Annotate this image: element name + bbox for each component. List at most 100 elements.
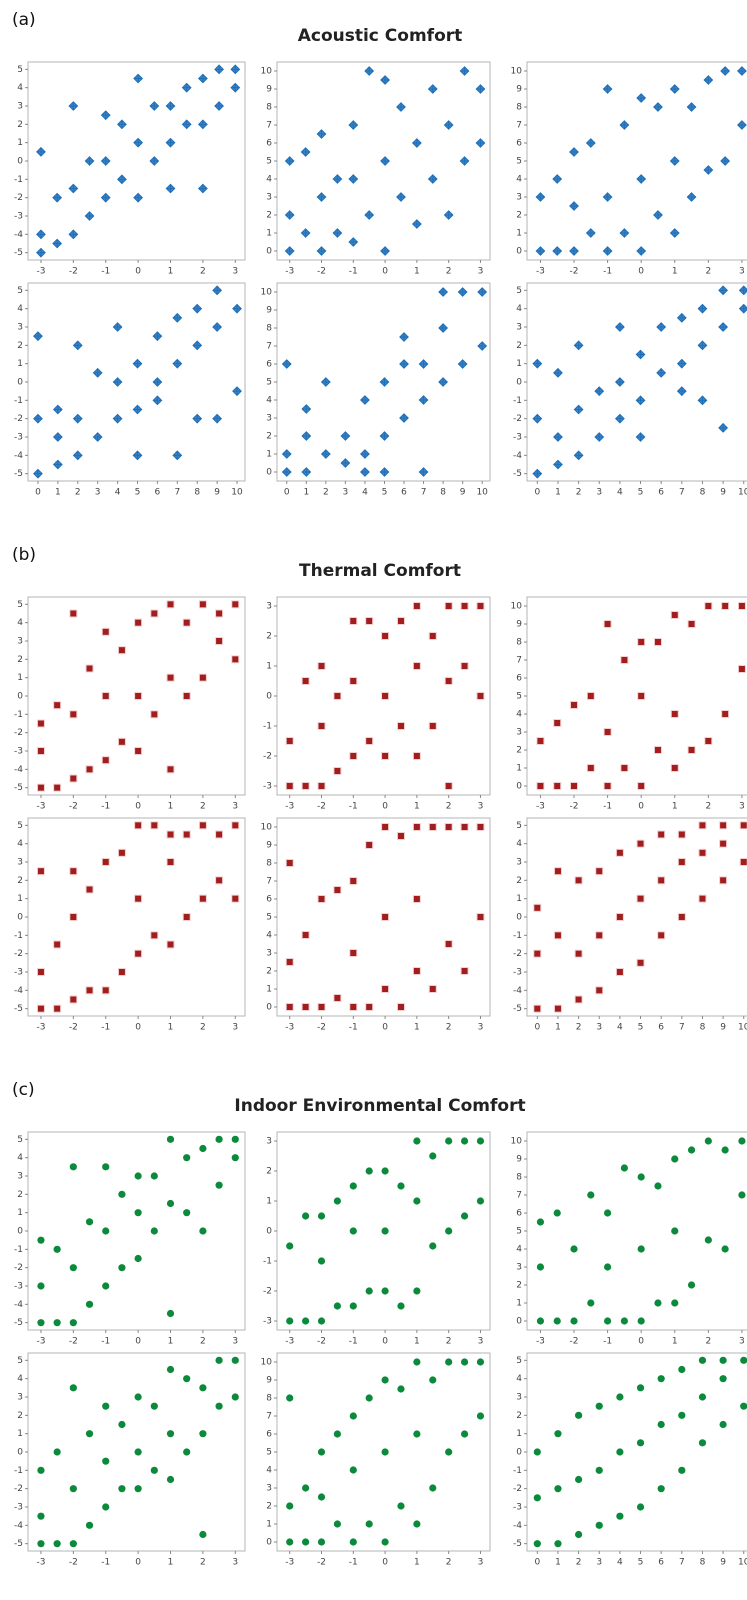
x-tick-label: 1 bbox=[168, 1558, 174, 1568]
x-tick-label: 0 bbox=[135, 802, 141, 812]
point bbox=[101, 627, 110, 636]
point bbox=[553, 432, 563, 442]
x-tick-label: 8 bbox=[700, 488, 706, 498]
x-tick-label: 2 bbox=[200, 1023, 206, 1033]
plot-frame bbox=[526, 1352, 747, 1552]
x-tick-label: 0 bbox=[135, 267, 141, 277]
point bbox=[476, 1137, 485, 1145]
point bbox=[132, 404, 143, 415]
point bbox=[704, 1236, 712, 1244]
point bbox=[553, 782, 562, 790]
point bbox=[365, 1520, 373, 1528]
x-tick-label: 5 bbox=[638, 1023, 644, 1033]
point bbox=[636, 1503, 645, 1511]
point bbox=[281, 467, 292, 477]
point bbox=[102, 1227, 110, 1235]
x-tick-label: 3 bbox=[232, 802, 238, 812]
point bbox=[166, 1135, 175, 1143]
point bbox=[737, 602, 746, 610]
point bbox=[636, 958, 645, 967]
point bbox=[286, 1394, 294, 1402]
y-tick-label: 1 bbox=[516, 1299, 522, 1309]
x-tick-label: 0 bbox=[284, 488, 290, 498]
y-tick-label: 0 bbox=[266, 1227, 272, 1237]
point bbox=[348, 174, 359, 184]
point bbox=[301, 467, 312, 477]
point bbox=[165, 137, 176, 148]
point bbox=[635, 395, 646, 406]
y-tick-label: 8 bbox=[266, 1394, 272, 1404]
point bbox=[740, 1356, 747, 1364]
x-tick-label: 0 bbox=[35, 488, 41, 498]
point bbox=[198, 673, 207, 682]
point bbox=[53, 1540, 61, 1548]
point bbox=[102, 1163, 110, 1171]
point bbox=[302, 1317, 310, 1325]
x-tick-label: 9 bbox=[214, 488, 220, 498]
point bbox=[285, 958, 294, 966]
point bbox=[637, 692, 646, 700]
x-tick-label: 3 bbox=[596, 1023, 602, 1033]
point bbox=[316, 129, 327, 139]
point bbox=[536, 737, 545, 745]
y-tick-label: -1 bbox=[513, 931, 522, 941]
point bbox=[349, 617, 358, 625]
x-tick-label: -3 bbox=[536, 1337, 545, 1347]
point bbox=[380, 156, 390, 166]
x-tick-label: -1 bbox=[101, 1558, 110, 1568]
y-tick-label: -2 bbox=[263, 752, 272, 762]
point bbox=[36, 747, 45, 755]
x-tick-label: 10 bbox=[476, 488, 488, 498]
point bbox=[554, 1430, 562, 1438]
point bbox=[133, 73, 144, 84]
y-tick-label: -3 bbox=[14, 1282, 23, 1292]
point bbox=[68, 183, 79, 194]
point bbox=[192, 303, 203, 314]
y-tick-label: 1 bbox=[516, 894, 522, 904]
point bbox=[533, 949, 542, 958]
point bbox=[459, 66, 470, 76]
point bbox=[112, 413, 123, 424]
point bbox=[657, 830, 666, 839]
point bbox=[620, 656, 629, 664]
point bbox=[134, 618, 143, 627]
point bbox=[636, 1384, 645, 1392]
point bbox=[320, 377, 331, 387]
x-tick-label: -1 bbox=[603, 267, 612, 277]
x-tick-label: 2 bbox=[323, 488, 329, 498]
point bbox=[53, 1319, 61, 1327]
point bbox=[603, 782, 612, 790]
point bbox=[85, 1218, 94, 1226]
point bbox=[738, 1137, 746, 1145]
y-tick-label: 10 bbox=[261, 67, 273, 77]
point bbox=[444, 677, 453, 685]
point bbox=[53, 701, 62, 710]
scatter-panel: -3 -2 -1 0 1 2 3 0 1 2 3 4 5 6 7 8 9 10 bbox=[511, 61, 747, 277]
point bbox=[552, 246, 563, 256]
y-tick-label: -1 bbox=[14, 396, 23, 406]
y-tick-label: 5 bbox=[266, 1448, 272, 1458]
y-tick-label: 2 bbox=[17, 876, 23, 886]
y-tick-label: 10 bbox=[511, 1137, 523, 1147]
point bbox=[231, 1154, 239, 1162]
x-tick-label: 1 bbox=[414, 1558, 420, 1568]
plot-frame bbox=[27, 1131, 246, 1331]
point bbox=[636, 174, 647, 184]
point bbox=[396, 102, 406, 112]
x-tick-label: 4 bbox=[617, 1558, 623, 1568]
x-tick-label: 2 bbox=[75, 488, 81, 498]
point bbox=[118, 1420, 126, 1429]
point bbox=[445, 1448, 453, 1456]
plot-frame bbox=[526, 596, 747, 796]
point bbox=[181, 119, 192, 130]
point bbox=[69, 913, 78, 921]
y-tick-label: 4 bbox=[266, 931, 272, 941]
y-tick-label: 6 bbox=[516, 674, 522, 684]
point bbox=[427, 174, 438, 184]
point bbox=[301, 931, 310, 939]
point bbox=[85, 1521, 94, 1529]
y-tick-label: 9 bbox=[266, 841, 272, 851]
y-tick-label: -1 bbox=[14, 710, 23, 720]
y-tick-label: 4 bbox=[266, 175, 272, 185]
